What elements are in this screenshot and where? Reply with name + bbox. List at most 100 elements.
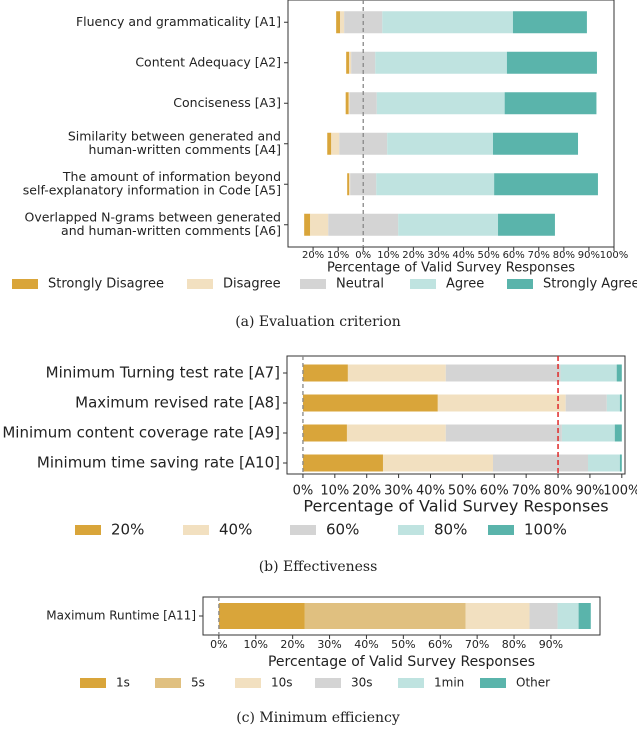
x-tick-label: 10%	[327, 250, 349, 261]
x-tick-label: 40%	[416, 484, 445, 499]
bar-segment	[346, 51, 350, 74]
legend-swatch	[80, 678, 106, 688]
x-tick-label: 90%	[539, 638, 563, 651]
legend-swatch	[235, 678, 261, 688]
bar-segment	[304, 603, 466, 629]
bar-segment	[561, 424, 615, 442]
bar-segment	[382, 11, 513, 34]
bar-segment	[437, 394, 566, 412]
x-tick-label: 20%	[402, 250, 424, 261]
legend-swatch	[507, 279, 533, 289]
category-label: Content Adequacy [A2]	[135, 54, 281, 69]
x-axis-label: Percentage of Valid Survey Responses	[268, 654, 535, 670]
legend-label: Other	[516, 676, 550, 690]
category-label: Maximum Runtime [A11]	[46, 609, 196, 623]
category-label: Conciseness [A3]	[173, 95, 281, 110]
legend-label: 5s	[191, 676, 205, 690]
legend-swatch	[290, 525, 316, 535]
bar-segment	[347, 173, 350, 196]
legend-swatch	[75, 525, 101, 535]
bar-segment	[349, 51, 352, 74]
legend-swatch	[398, 678, 424, 688]
x-tick-label: 10%	[320, 484, 349, 499]
plot-frame	[287, 0, 615, 248]
bar-segment	[614, 424, 622, 442]
bar-segment	[302, 394, 438, 412]
bar-segment	[565, 394, 607, 412]
x-tick-label: 0%	[355, 250, 371, 261]
x-axis-label: Percentage of Valid Survey Responses	[327, 261, 575, 276]
category-label: self-explanatory information in Code [A5…	[23, 183, 281, 198]
legend-label: Neutral	[336, 277, 384, 292]
x-axis-label: Percentage of Valid Survey Responses	[303, 497, 608, 516]
legend-label: 40%	[219, 521, 252, 539]
legend-swatch	[398, 525, 424, 535]
bar-segment	[382, 454, 493, 472]
category-label: and human-written comments [A6]	[61, 223, 281, 238]
legend-swatch	[183, 525, 209, 535]
bar-segment	[529, 603, 558, 629]
category-label: Fluency and grammaticality [A1]	[76, 14, 281, 29]
x-tick-label: 50%	[391, 638, 415, 651]
legend-label: 30s	[351, 676, 373, 690]
bar-segment	[349, 92, 377, 115]
bar-segment	[578, 603, 591, 629]
bar-segment	[504, 92, 597, 115]
bar-segment	[376, 92, 505, 115]
x-tick-label: 60%	[480, 484, 509, 499]
bar-segment	[310, 213, 329, 236]
x-tick-label: 80%	[502, 638, 526, 651]
category-label: Similarity between generated and	[68, 129, 281, 144]
bar-segment	[445, 424, 562, 442]
x-tick-label: 50%	[477, 250, 499, 261]
bar-segment	[304, 213, 311, 236]
x-tick-label: 70%	[528, 250, 550, 261]
bar-segment	[302, 424, 347, 442]
legend-label: 10s	[271, 676, 293, 690]
x-tick-label: 30%	[384, 484, 413, 499]
x-tick-label: 20%	[280, 638, 304, 651]
x-tick-label: 80%	[544, 484, 573, 499]
bar-segment	[588, 454, 620, 472]
bar-segment	[347, 364, 446, 382]
caption: (c) Minimum efficiency	[236, 710, 400, 726]
bar-segment	[560, 364, 617, 382]
x-tick-label: 60%	[428, 638, 452, 651]
x-tick-label: 20%	[352, 484, 381, 499]
x-tick-label: 90%	[578, 250, 600, 261]
category-label: Minimum time saving rate [A10]	[37, 454, 280, 472]
bar-segment	[331, 132, 340, 155]
bar-segment	[445, 364, 561, 382]
bar-segment	[506, 51, 597, 74]
category-label: Overlapped N-grams between generated	[24, 210, 281, 225]
x-tick-label: 50%	[448, 484, 477, 499]
category-label: human-written comments [A4]	[89, 142, 281, 157]
bar-segment	[619, 394, 622, 412]
legend-swatch	[315, 678, 341, 688]
category-label: Minimum content coverage rate [A9]	[2, 424, 280, 442]
bar-segment	[375, 51, 507, 74]
x-tick-label: 100%	[600, 250, 629, 261]
x-tick-label: 20%	[302, 250, 324, 261]
bar-segment	[349, 173, 351, 196]
x-tick-label: 100%	[603, 484, 637, 499]
legend-label: 80%	[434, 521, 467, 539]
legend-label: Strongly Agree	[543, 277, 637, 292]
legend-label: 100%	[524, 521, 567, 539]
bar-segment	[619, 454, 622, 472]
x-tick-label: 0%	[210, 638, 227, 651]
bar-segment	[336, 11, 341, 34]
bar-segment	[398, 213, 499, 236]
bar-segment	[493, 132, 579, 155]
bar-segment	[616, 364, 622, 382]
bar-segment	[512, 11, 587, 34]
x-tick-label: 10%	[377, 250, 399, 261]
legend-swatch	[410, 279, 436, 289]
plot-frame	[286, 355, 626, 475]
legend-label: 1s	[116, 676, 130, 690]
x-tick-label: 40%	[452, 250, 474, 261]
x-tick-label: 30%	[427, 250, 449, 261]
bar-segment	[387, 132, 494, 155]
legend-swatch	[155, 678, 181, 688]
bar-segment	[465, 603, 530, 629]
